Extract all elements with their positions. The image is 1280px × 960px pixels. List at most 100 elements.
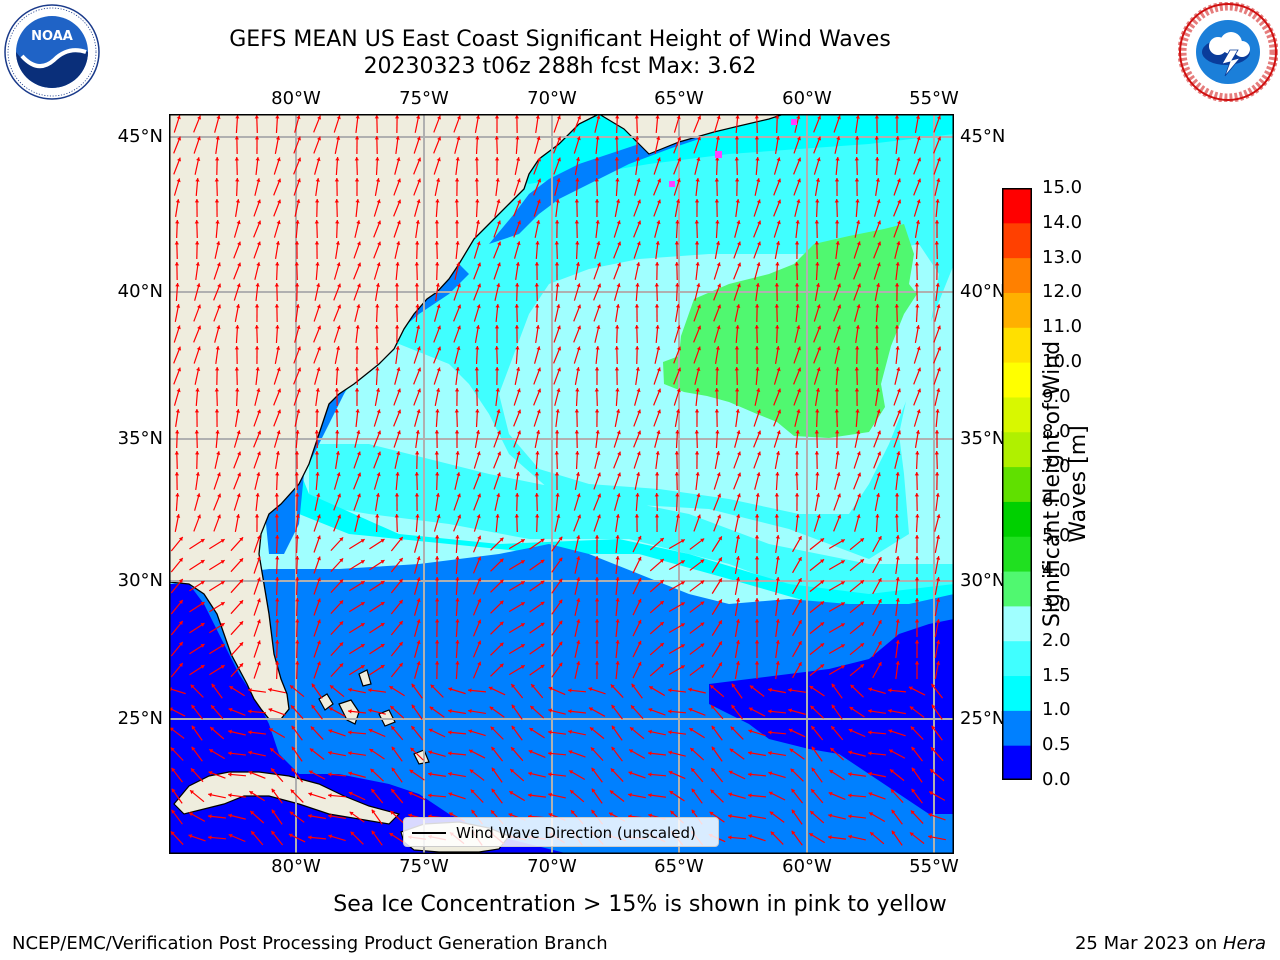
wave-direction-arrowhead [775,577,780,581]
wave-direction-arrowhead [275,535,280,539]
wave-direction-arrowhead [770,831,775,836]
wave-direction-arrowhead [434,556,440,560]
wave-direction-arrowhead [754,577,760,581]
wave-direction-arrowhead [394,115,400,119]
wave-direction-arrowhead [680,644,685,649]
wave-direction-arrowhead [477,283,482,288]
wave-direction-arrowhead [456,262,461,267]
wave-direction-arrowhead [409,769,414,774]
wave-direction-arrowhead [375,367,380,371]
wave-direction-arrowhead [475,220,481,224]
wave-direction-arrowhead [337,514,342,519]
wave-direction-arrowhead [876,472,881,477]
footer-producer: NCEP/EMC/Verification Post Processing Pr… [12,933,608,954]
wave-direction-arrowhead [775,262,780,266]
wave-direction-arrowhead [248,688,252,693]
wave-direction-arrowhead [835,367,840,371]
wave-direction-arrowhead [454,388,460,392]
wave-direction-arrowhead [754,514,760,518]
wave-direction-arrowhead [656,430,661,435]
wave-direction-arrowhead [335,220,340,224]
wave-direction-arrowhead [178,537,183,542]
wave-direction-arrowhead [516,367,521,371]
wave-direction-arrowhead [408,791,413,796]
wave-direction-arrowhead [277,409,282,414]
wave-direction-arrowhead [237,451,242,456]
wave-direction-arrowhead [820,580,825,585]
wave-direction-arrowhead [657,178,662,183]
wave-direction-arrowhead [369,749,374,753]
wave-direction-arrowhead [239,663,244,668]
wave-direction-arrowhead [890,789,895,794]
wave-direction-arrowhead [868,751,872,756]
wave-direction-arrowhead [810,705,815,710]
wave-direction-arrowhead [196,283,201,288]
wave-direction-arrowhead [499,579,504,584]
wave-direction-arrowhead [434,430,440,434]
wave-direction-arrowhead [816,514,821,519]
wave-direction-arrowhead [395,346,400,350]
wave-direction-arrowhead [520,623,525,627]
wave-direction-arrowhead [594,409,600,413]
wave-direction-arrowhead [575,262,581,266]
wave-direction-arrowhead [834,388,840,392]
wave-direction-arrowhead [499,663,504,668]
wave-direction-arrowhead [411,704,416,709]
wave-direction-arrowhead [775,346,781,350]
lon-label-bottom-65w: 65°W [654,856,704,877]
wave-direction-arrowhead [556,388,561,393]
wave-direction-arrowhead [815,388,821,392]
wave-direction-arrowhead [910,726,915,731]
wave-direction-arrowhead [428,793,432,798]
wave-direction-arrowhead [895,472,900,476]
wave-direction-arrowhead [516,451,521,456]
wave-direction-arrowhead [429,706,434,711]
wave-direction-arrowhead [815,283,821,287]
wave-direction-arrowhead [795,514,800,518]
wave-direction-arrowhead [617,262,622,267]
wave-direction-arrowhead [170,831,175,836]
wave-direction-arrowhead [295,556,300,560]
wave-direction-arrowhead [314,220,319,224]
wave-direction-arrowhead [700,664,705,669]
wave-direction-arrowhead [214,388,219,392]
wave-direction-arrowhead [534,283,539,287]
wave-direction-arrowhead [356,451,361,456]
wave-direction-arrowhead [474,367,479,371]
wave-direction-arrowhead [735,598,741,602]
wave-direction-arrowhead [528,749,533,754]
wave-direction-arrowhead [239,600,244,605]
wave-direction-arrowhead [840,539,845,544]
wave-direction-arrowhead [736,283,741,288]
wave-direction-arrowhead [377,241,382,246]
wave-direction-arrowhead [371,809,376,814]
wave-direction-arrowhead [814,430,819,434]
wave-direction-arrowhead [829,770,834,774]
wave-direction-arrowhead [896,451,901,456]
wave-direction-arrowhead [769,811,774,816]
wave-direction-arrowhead [896,367,901,372]
wave-direction-arrowhead [515,136,520,140]
wave-direction-arrowhead [595,220,600,224]
wave-direction-arrowhead [574,430,580,434]
wave-direction-arrowhead [489,706,494,711]
wave-direction-arrowhead [815,472,820,476]
wave-direction-arrowhead [836,493,841,498]
wave-direction-arrowhead [455,619,460,623]
wave-direction-arrowhead [634,136,640,140]
wave-direction-arrowhead [815,262,820,266]
wave-direction-arrowhead [777,178,782,183]
wave-direction-arrowhead [840,560,845,565]
wave-direction-arrowhead [414,493,420,497]
wave-direction-arrowhead [389,833,394,837]
wave-direction-arrowhead [694,430,699,434]
wave-direction-arrowhead [535,241,540,245]
wave-direction-arrowhead [434,598,440,602]
wave-direction-arrowhead [239,642,244,647]
wave-direction-arrowhead [931,725,936,730]
wave-direction-arrowhead [756,472,761,477]
wave-direction-arrowhead [477,619,482,624]
wave-direction-arrowhead [715,241,721,245]
wave-direction-arrowhead [416,640,421,645]
wave-direction-arrowhead [915,241,920,245]
